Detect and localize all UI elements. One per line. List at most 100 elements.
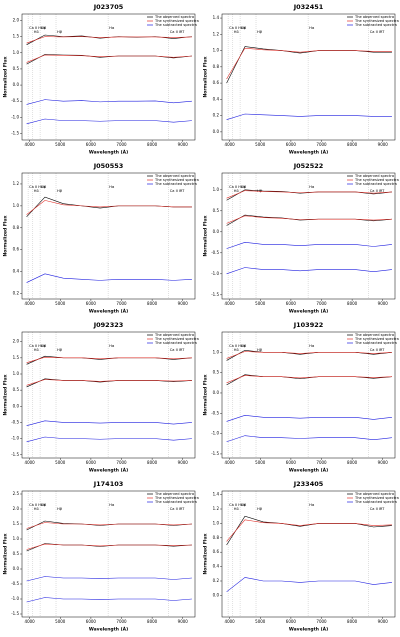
x-tick-label: 5000 <box>255 460 266 465</box>
panel-title: J174103 <box>93 480 124 488</box>
y-tick-label: 0.0 <box>213 229 220 234</box>
plot-frame <box>21 13 196 141</box>
plot-frame <box>221 331 396 459</box>
y-tick-label: 0.0 <box>213 129 220 134</box>
legend-label: The subtracted spectra <box>354 182 397 186</box>
panel: J052522 Wavelength (Å) Normalized Flux -1.5… <box>203 162 399 315</box>
y-tick-label: -1.5 <box>211 292 219 297</box>
y-tick-label: 1.5 <box>13 521 20 526</box>
line-label: Ca II H&K <box>29 503 47 507</box>
y-tick-label: -0.5 <box>211 250 219 255</box>
line-label: Ca II H&K <box>229 185 247 189</box>
panel: J174103 Wavelength (Å) Normalized Flux -1.5… <box>3 480 199 633</box>
y-tick-label: 0.0 <box>213 592 220 597</box>
line-label: Ca II IRT <box>370 189 385 193</box>
y-tick-label: 0.2 <box>213 113 220 118</box>
y-tick-label: 0.4 <box>213 96 220 101</box>
x-axis-label: Wavelength (Å) <box>89 467 128 474</box>
spectrum-line <box>26 54 192 63</box>
x-tick-label: 4000 <box>225 301 236 306</box>
line-label: Ca II IRT <box>370 348 385 352</box>
line-label: Hγ <box>41 26 47 30</box>
panel-title: J092323 <box>93 321 124 329</box>
x-tick-label: 4000 <box>225 619 236 624</box>
x-tick-label: 6000 <box>86 142 97 147</box>
legend-label: The synthesized spectra <box>354 496 399 500</box>
y-axis-label: Normalized Flux <box>3 215 9 256</box>
line-label: Hα <box>309 26 315 30</box>
spectrum-line <box>226 374 392 386</box>
x-tick-label: 7000 <box>116 460 127 465</box>
legend-label: The subtracted spectra <box>154 182 197 186</box>
plot-frame <box>21 490 196 618</box>
x-tick-label: 7000 <box>116 619 127 624</box>
legend-label: The observed spectra <box>154 15 194 19</box>
legend-label: The synthesized spectra <box>154 19 199 23</box>
legend-label: The observed spectra <box>154 174 194 178</box>
x-tick-label: 8000 <box>147 301 158 306</box>
y-tick-label: 1.2 <box>213 506 220 511</box>
x-tick-label: 6000 <box>286 460 297 465</box>
line-label: Hγ <box>41 185 47 189</box>
panel: J023705 Wavelength (Å) Normalized Flux -1.5… <box>3 3 199 156</box>
x-tick-label: 5000 <box>255 301 266 306</box>
y-tick-label: -1.5 <box>11 452 19 457</box>
y-tick-label: -0.5 <box>211 410 219 415</box>
y-tick-label: 0.8 <box>213 64 220 69</box>
spectrum-line <box>26 54 192 65</box>
spectrum-line <box>26 355 192 365</box>
x-tick-label: 8000 <box>347 142 358 147</box>
plot-frame <box>21 172 196 300</box>
y-tick-label: -1.0 <box>11 114 19 119</box>
line-label: Hβ <box>57 30 63 34</box>
legend-label: The observed spectra <box>354 174 394 178</box>
spectrum-line <box>226 47 392 80</box>
spectrum-line <box>26 576 192 582</box>
x-tick-label: 6000 <box>86 619 97 624</box>
line-label: Ca II H&K <box>29 26 47 30</box>
line-label: Hδ <box>234 507 239 511</box>
panel-title: J233405 <box>293 480 324 488</box>
y-tick-label: 0.0 <box>213 390 220 395</box>
x-tick-label: 8000 <box>147 460 158 465</box>
legend-label: The synthesized spectra <box>354 337 399 341</box>
plot-frame <box>221 490 396 618</box>
x-axis-label: Wavelength (Å) <box>289 308 328 315</box>
legend-label: The synthesized spectra <box>154 178 199 182</box>
line-label: Hδ <box>234 348 239 352</box>
line-label: Hα <box>109 26 115 30</box>
line-label: Ca II IRT <box>370 507 385 511</box>
spectrum-line <box>226 215 392 224</box>
plot-frame <box>221 13 396 141</box>
y-tick-label: 1.5 <box>13 355 20 360</box>
x-tick-label: 9000 <box>378 142 389 147</box>
line-label: Hβ <box>57 507 63 511</box>
y-tick-label: 0.2 <box>13 291 20 296</box>
legend-label: The synthesized spectra <box>354 178 399 182</box>
y-tick-label: 0.4 <box>13 269 20 274</box>
x-tick-label: 5000 <box>55 460 66 465</box>
panel: J233405 Wavelength (Å) Normalized Flux 0.0 0… <box>203 480 399 633</box>
y-axis-label: Normalized Flux <box>3 374 9 415</box>
x-tick-label: 7000 <box>316 301 327 306</box>
y-tick-label: 1.0 <box>213 349 220 354</box>
line-label: Ca II IRT <box>170 507 185 511</box>
y-tick-label: 0.6 <box>213 549 220 554</box>
legend-label: The subtracted spectra <box>154 341 197 345</box>
y-tick-label: 0.5 <box>13 387 20 392</box>
x-axis-label: Wavelength (Å) <box>89 149 128 156</box>
line-label: Hγ <box>241 26 247 30</box>
spectrum-line <box>26 378 192 388</box>
y-tick-label: 1.2 <box>13 181 20 186</box>
y-tick-label: 0.5 <box>213 208 220 213</box>
legend-label: The synthesized spectra <box>354 19 399 23</box>
x-axis-label: Wavelength (Å) <box>89 626 128 633</box>
line-label: Ca II IRT <box>170 348 185 352</box>
x-tick-label: 4000 <box>25 142 36 147</box>
line-label: Hγ <box>241 503 247 507</box>
spectrum-line <box>226 577 392 593</box>
y-tick-label: -1.5 <box>11 131 19 136</box>
y-tick-label: 1.5 <box>13 34 20 39</box>
panel: J050553 Wavelength (Å) Normalized Flux 0.2 0… <box>3 162 199 315</box>
x-tick-label: 4000 <box>25 460 36 465</box>
